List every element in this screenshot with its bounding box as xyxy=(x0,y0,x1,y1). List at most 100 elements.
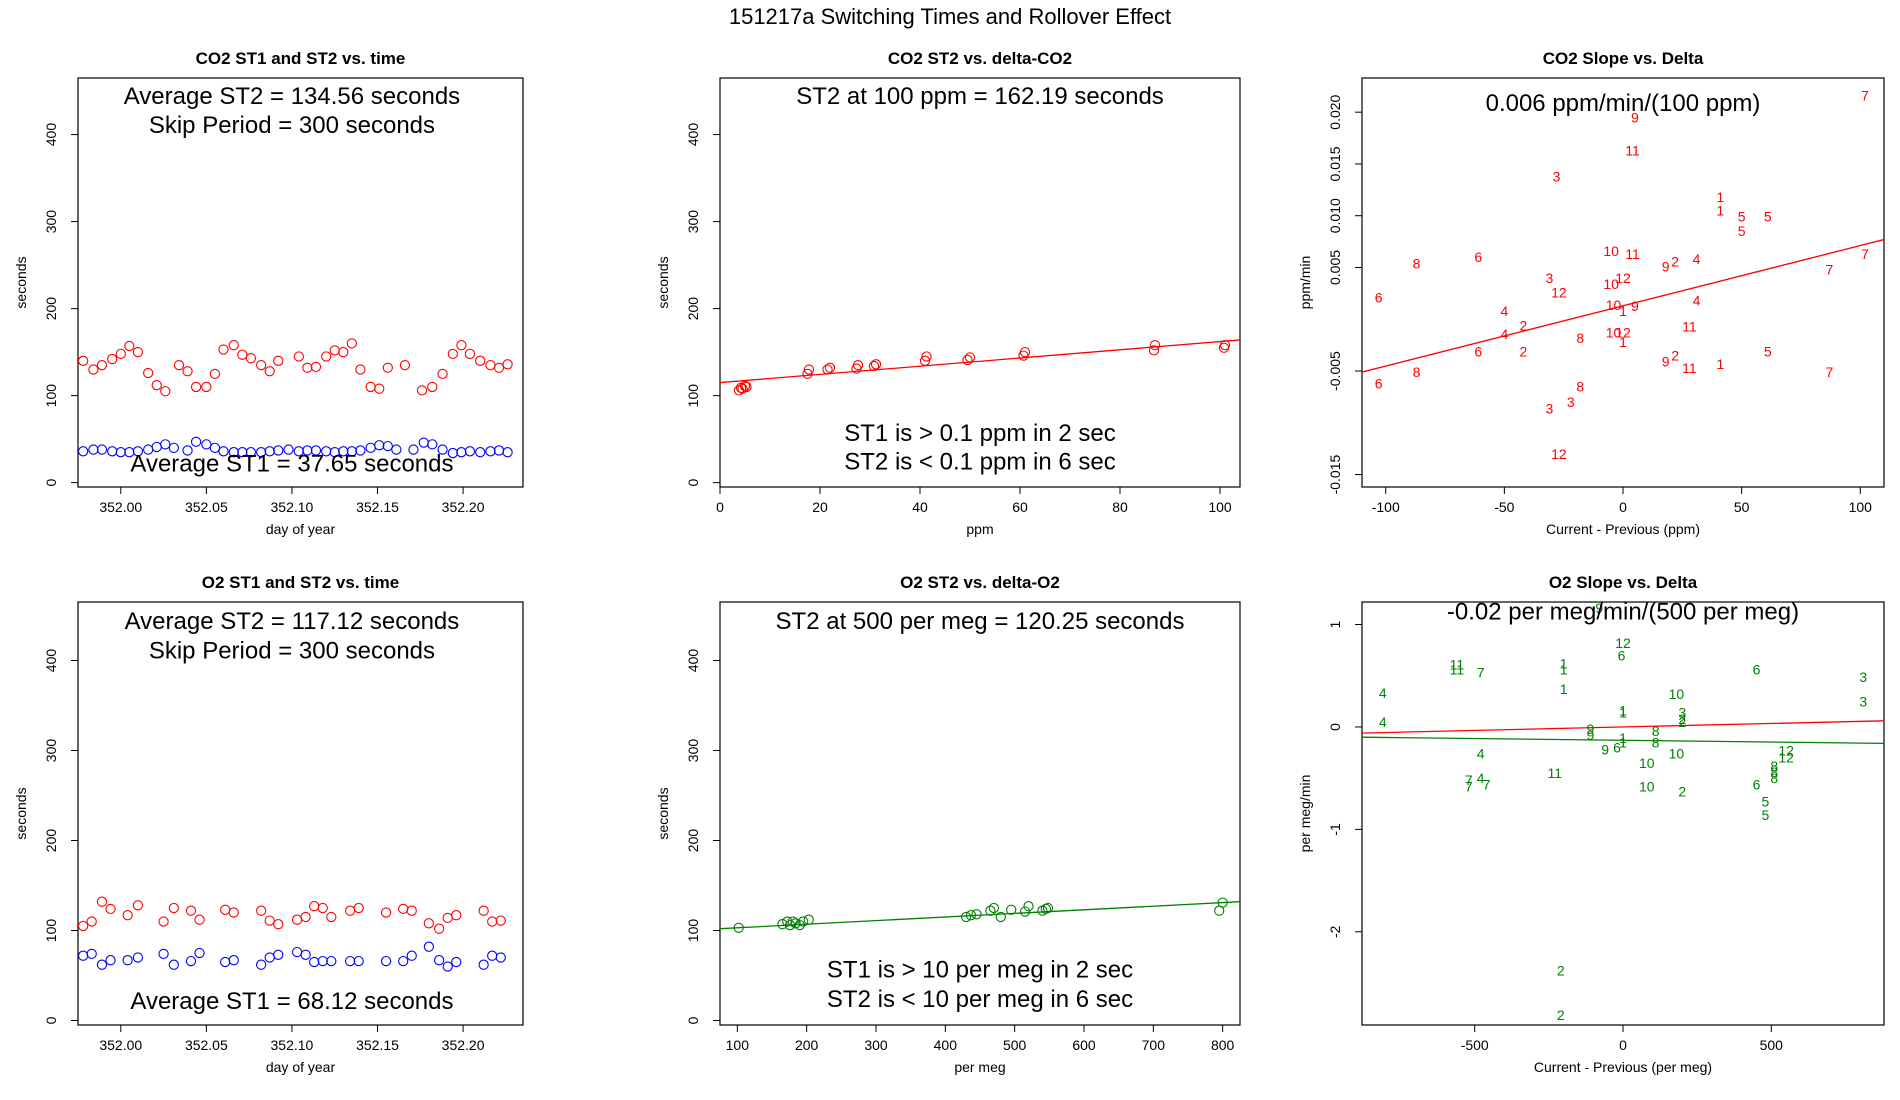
point-st1 xyxy=(88,444,99,455)
point-label: 5 xyxy=(1764,343,1772,359)
point-label: 8 xyxy=(1576,330,1584,346)
point-st2 xyxy=(382,362,393,373)
point-st2 xyxy=(1217,897,1228,908)
point-st2 xyxy=(143,367,154,379)
fit-line-red xyxy=(1362,238,1884,373)
fit-line-green xyxy=(1362,736,1884,744)
point-st2 xyxy=(329,345,340,356)
point-st1 xyxy=(398,955,409,967)
point-st2 xyxy=(237,349,248,360)
point-label: 1 xyxy=(1619,703,1627,719)
plot-frame xyxy=(77,77,524,488)
point-st2 xyxy=(437,368,448,380)
x-tick-label: 50 xyxy=(1734,499,1750,515)
plot-frame xyxy=(719,77,1241,488)
point-label: 5 xyxy=(1738,209,1746,225)
point-st2 xyxy=(995,911,1006,923)
point-st2 xyxy=(317,902,328,914)
point-st1 xyxy=(78,950,89,961)
plot-marks xyxy=(78,338,513,459)
point-st2 xyxy=(124,340,135,352)
point-st1 xyxy=(105,955,116,966)
point-st2 xyxy=(182,366,193,377)
x-tick-label: 600 xyxy=(1072,1037,1096,1053)
x-tick-label: 700 xyxy=(1142,1037,1166,1053)
chart-co2-slope: CO2 Slope vs. Delta Current - Previous (p… xyxy=(1297,49,1885,537)
annotation: ST2 is < 0.1 ppm in 6 sec xyxy=(844,449,1115,476)
point-st2 xyxy=(442,912,453,924)
point-st1 xyxy=(291,946,303,958)
y-tick-label: 400 xyxy=(43,649,59,673)
point-st2 xyxy=(245,353,257,364)
point-st2 xyxy=(185,905,197,916)
x-tick-label: 352.00 xyxy=(99,499,142,515)
x-tick-label: 352.10 xyxy=(271,1037,314,1053)
point-st1 xyxy=(447,447,458,459)
point-label: 3 xyxy=(1859,693,1867,709)
point-st1 xyxy=(487,950,498,961)
y-tick-label: 200 xyxy=(43,297,59,321)
point-st1 xyxy=(86,948,97,960)
chart-o2-slope: O2 Slope vs. Delta Current - Previous (pe… xyxy=(1297,573,1885,1075)
point-st1 xyxy=(456,447,467,458)
annotation: ST2 at 500 per meg = 120.25 seconds xyxy=(776,608,1185,635)
point-st2 xyxy=(962,354,973,366)
point-st1 xyxy=(427,439,438,450)
point-label: 8 xyxy=(1770,758,1778,774)
point-st2 xyxy=(741,381,752,393)
point-label: 1 xyxy=(1716,356,1724,372)
point-label: 5 xyxy=(1764,209,1772,225)
y-tick-label: 400 xyxy=(43,123,59,147)
y-tick-label: 0 xyxy=(43,479,59,487)
point-st2 xyxy=(96,360,108,371)
annotation: Skip Period = 300 seconds xyxy=(149,112,435,139)
point-st2 xyxy=(416,385,428,396)
point-st1 xyxy=(201,439,212,450)
y-tick-label: 0 xyxy=(43,1016,59,1024)
x-tick-label: 100 xyxy=(1208,499,1232,515)
point-st2 xyxy=(398,903,409,915)
point-st1 xyxy=(107,446,118,457)
point-label: 11 xyxy=(1450,656,1465,672)
point-st2 xyxy=(326,911,337,923)
y-tick-label: -0.005 xyxy=(1327,351,1343,391)
point-label: 9 xyxy=(1662,258,1670,274)
y-tick-label: 400 xyxy=(685,649,701,673)
x-tick-label: 352.20 xyxy=(442,1037,485,1053)
x-tick-label: 20 xyxy=(812,499,828,515)
point-st2 xyxy=(802,368,813,380)
point-st2 xyxy=(777,919,788,930)
point-st2 xyxy=(739,380,751,392)
point-st1 xyxy=(78,446,89,457)
point-label: 5 xyxy=(1761,794,1769,810)
point-st2 xyxy=(273,355,284,366)
plot-frame xyxy=(719,601,1241,1026)
point-st2 xyxy=(96,896,108,907)
point-st2 xyxy=(321,351,332,362)
point-st1 xyxy=(406,950,417,961)
point-st2 xyxy=(971,909,982,920)
point-st2 xyxy=(218,344,229,355)
point-label: 8 xyxy=(1413,255,1421,271)
annotation: ST2 is < 10 per meg in 6 sec xyxy=(827,986,1133,1013)
point-st2 xyxy=(228,907,239,918)
point-label: 4 xyxy=(1379,714,1387,730)
point-st2 xyxy=(365,381,376,393)
point-st1 xyxy=(353,955,364,967)
point-st1 xyxy=(168,442,179,453)
point-label: 11 xyxy=(1450,662,1465,678)
point-st2 xyxy=(220,904,231,915)
point-st2 xyxy=(300,911,311,923)
annotation: Average ST1 = 68.12 seconds xyxy=(130,988,453,1015)
y-tick-label: 300 xyxy=(685,210,701,234)
point-st2 xyxy=(309,901,320,912)
point-st2 xyxy=(1149,340,1161,351)
point-label: 2 xyxy=(1678,711,1686,727)
point-st2 xyxy=(464,348,476,360)
point-st2 xyxy=(798,916,809,927)
point-label: 3 xyxy=(1859,669,1867,685)
point-label: 11 xyxy=(1548,765,1563,781)
point-st1 xyxy=(310,445,322,456)
x-tick-label: 352.15 xyxy=(356,499,399,515)
point-st2 xyxy=(447,348,458,360)
